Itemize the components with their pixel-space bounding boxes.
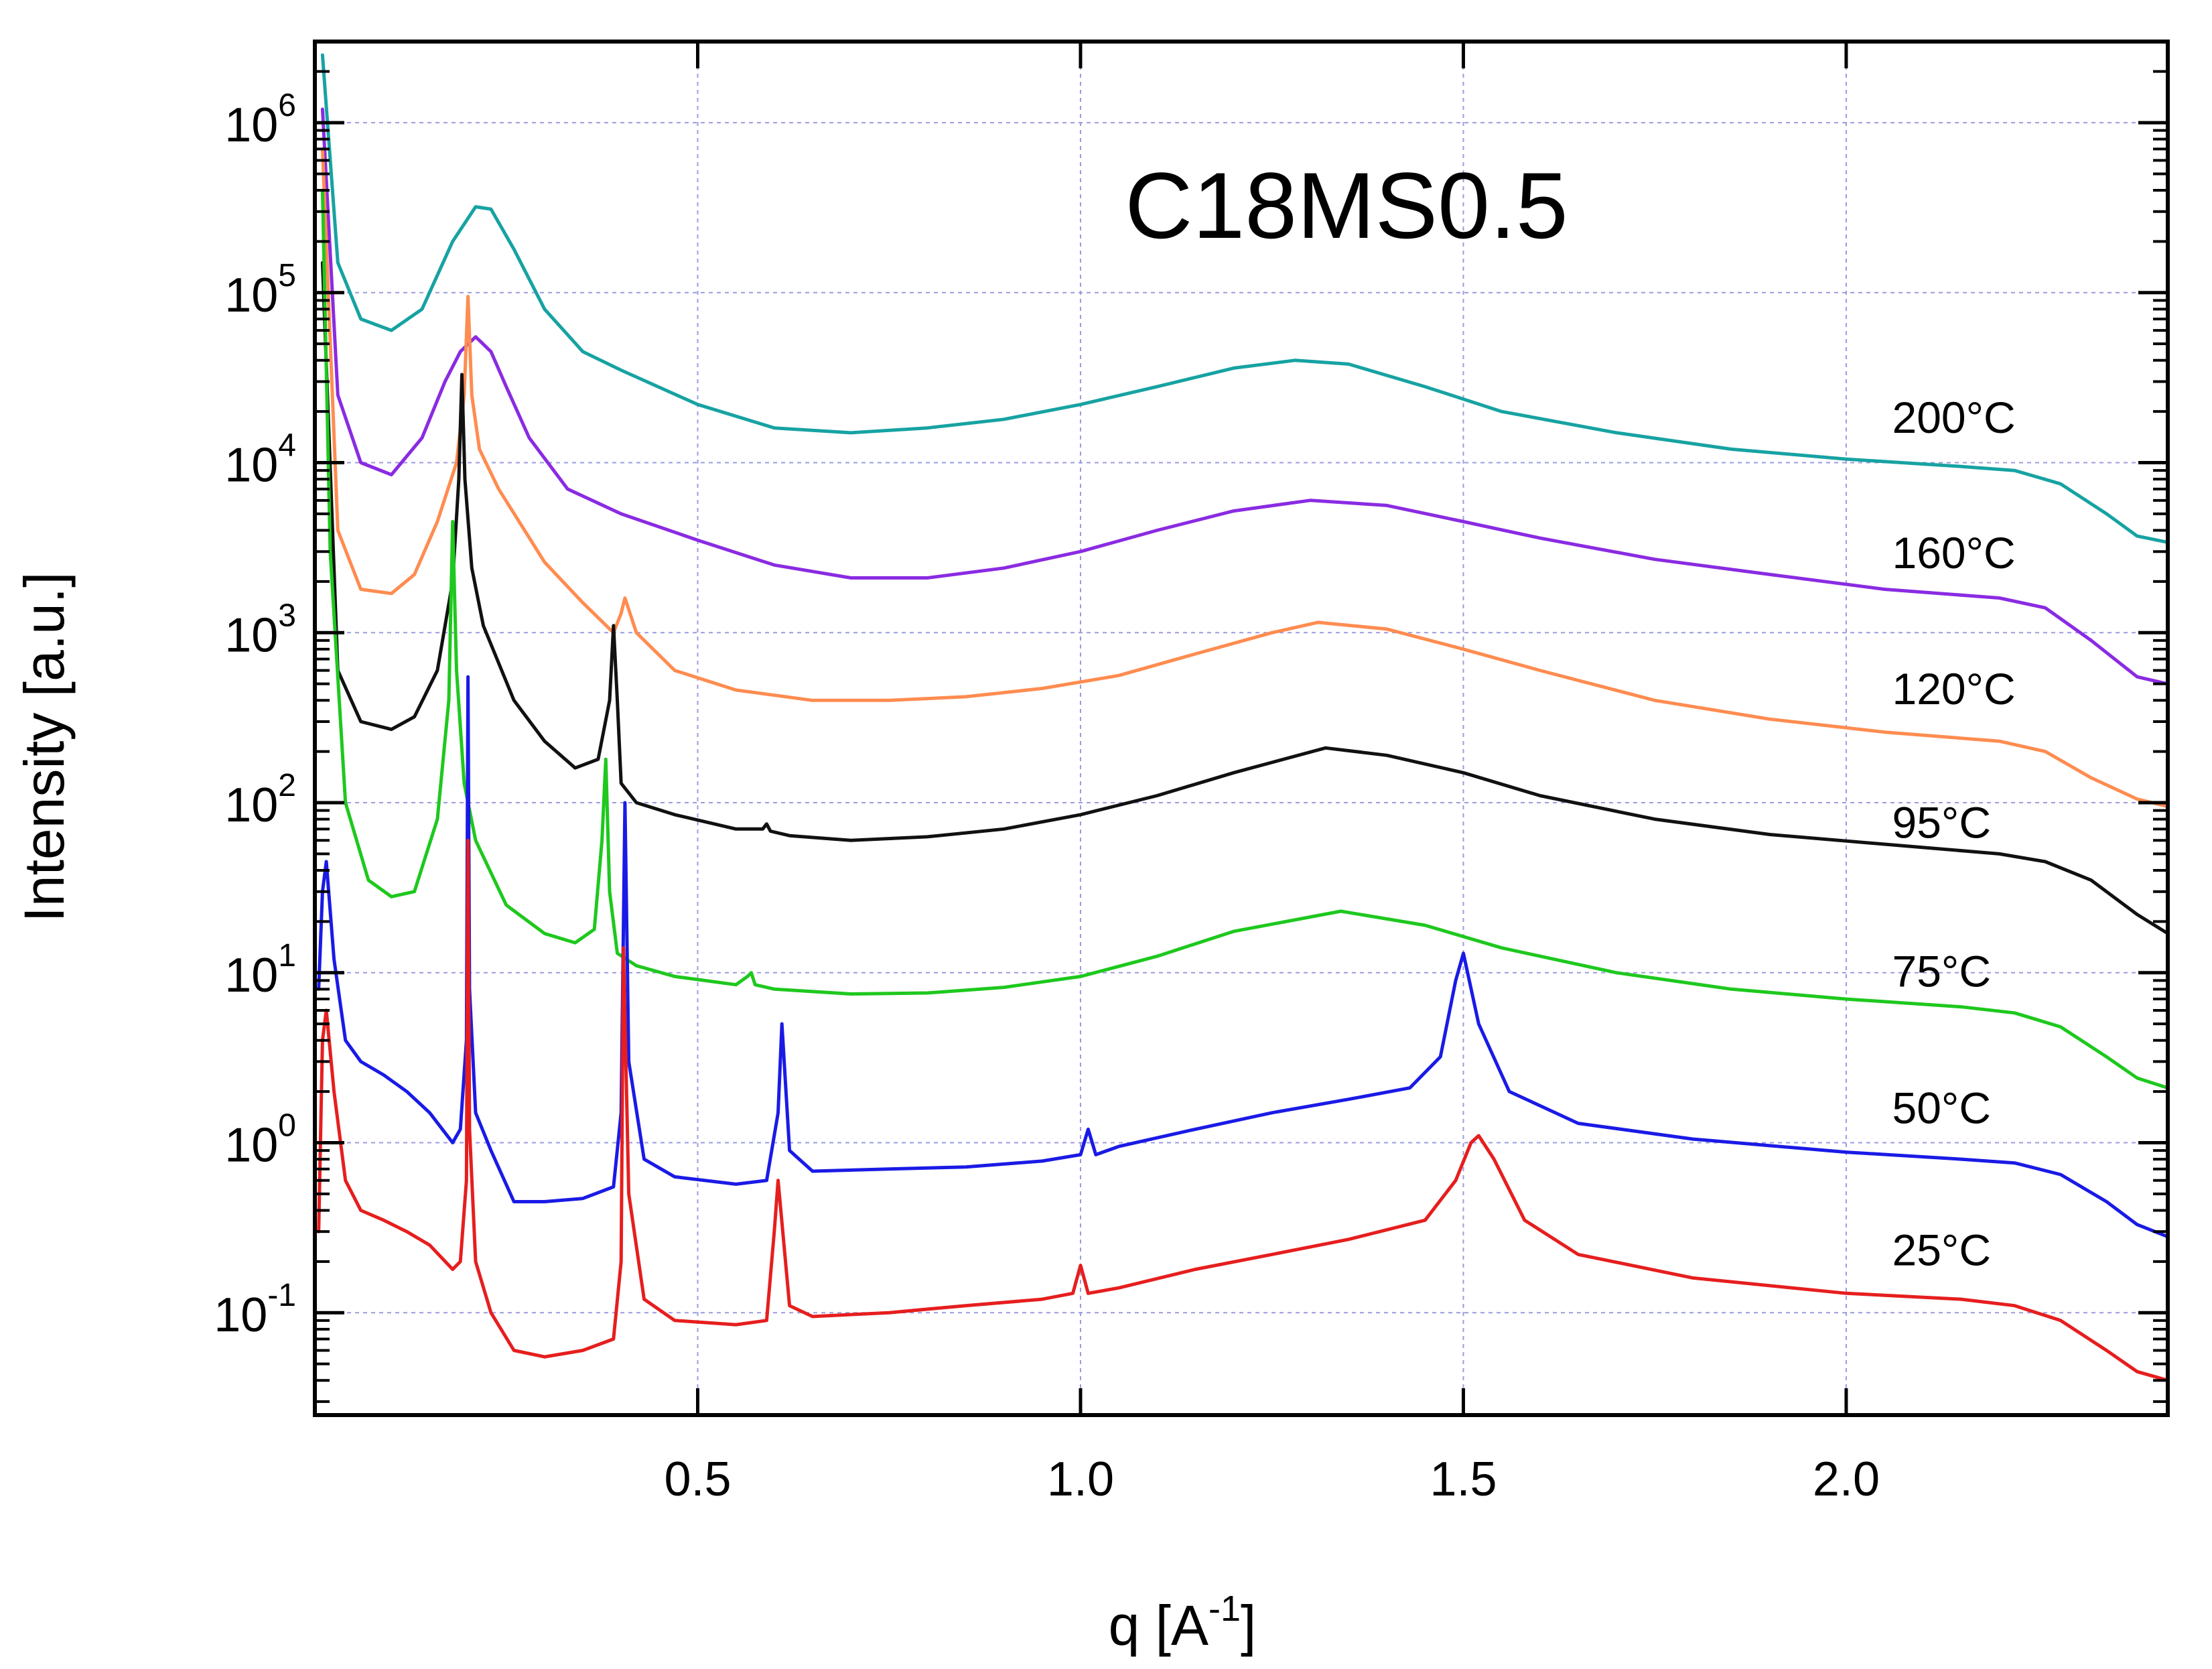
series-label: 200°C: [1892, 393, 2016, 442]
series-label: 95°C: [1892, 798, 1991, 848]
y-tick-label: 101: [224, 938, 296, 1002]
y-tick-base: 10: [224, 98, 278, 152]
axis-ticks: [315, 42, 2168, 1415]
x-axis-label-exponent: -1: [1208, 1589, 1241, 1629]
y-tick-label: 103: [224, 598, 296, 662]
series-label: 25°C: [1892, 1225, 1991, 1275]
y-tick-exponent: 0: [278, 1108, 296, 1143]
x-tick-label: 2.0: [1813, 1453, 1880, 1506]
y-tick-base: 10: [224, 439, 278, 492]
x-axis-label-main: q [A: [1109, 1594, 1208, 1657]
x-tick-label: 1.5: [1430, 1453, 1497, 1506]
plot-area: [313, 40, 2170, 1417]
y-axis-label: Intensity [a.u.]: [13, 572, 76, 923]
y-tick-exponent: -1: [267, 1278, 296, 1313]
y-tick-label: 102: [224, 768, 296, 832]
series-label: 75°C: [1892, 946, 1991, 996]
y-tick-base: 10: [224, 949, 278, 1002]
y-tick-base: 10: [214, 1288, 267, 1342]
y-tick-exponent: 6: [278, 88, 296, 123]
y-tick-base: 10: [224, 269, 278, 322]
series-label: 160°C: [1892, 528, 2016, 578]
y-tick-exponent: 3: [278, 598, 296, 633]
y-tick-exponent: 2: [278, 768, 296, 803]
series-line: [320, 53, 2170, 544]
y-tick-exponent: 1: [278, 938, 296, 974]
y-tick-label: 105: [224, 258, 296, 322]
y-tick-base: 10: [224, 1118, 278, 1172]
y-tick-base: 10: [224, 779, 278, 832]
series-line: [320, 188, 2170, 1090]
y-tick-base: 10: [224, 608, 278, 662]
x-tick-label: 0.5: [664, 1453, 731, 1506]
series-line: [317, 838, 2170, 1382]
y-tick-label: 100: [224, 1108, 296, 1172]
x-axis-label: q [A-1]: [1109, 1589, 1257, 1657]
y-tick-label: 106: [224, 88, 296, 152]
series-line: [320, 261, 2170, 935]
y-tick-exponent: 5: [278, 258, 296, 293]
chart-title: C18MS0.5: [1125, 153, 1568, 258]
y-tick-label: 10-1: [214, 1278, 296, 1342]
x-tick-label: 1.0: [1047, 1453, 1114, 1506]
x-axis-label-close: ]: [1241, 1594, 1256, 1657]
series-labels: 200°C 160°C 120°C 95°C 75°C 50°C 25°C: [1892, 393, 2016, 1275]
series-line: [320, 107, 2170, 686]
y-tick-label: 104: [224, 428, 296, 492]
series-label: 120°C: [1892, 664, 2016, 714]
series-line: [317, 675, 2170, 1239]
y-tick-exponent: 4: [278, 428, 296, 464]
series-layer: [317, 53, 2170, 1382]
series-label: 50°C: [1892, 1083, 1991, 1133]
